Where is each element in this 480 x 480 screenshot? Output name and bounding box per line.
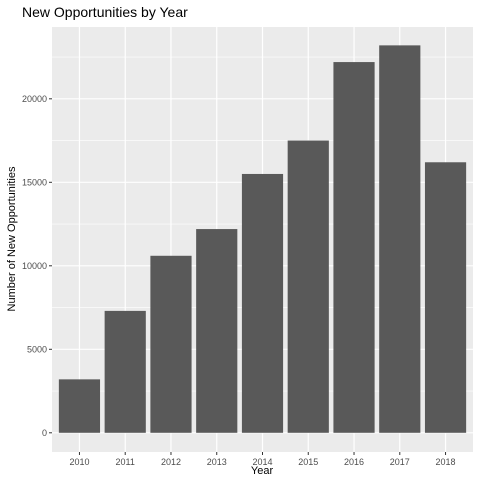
y-tick-label: 0 (42, 428, 47, 438)
x-tick-label: 2016 (344, 457, 364, 467)
bar-2017 (379, 45, 420, 432)
x-tick-label: 2017 (390, 457, 410, 467)
chart-title: New Opportunities by Year (22, 4, 188, 20)
x-tick-label: 2015 (298, 457, 318, 467)
y-tick-label: 20000 (22, 94, 47, 104)
bar-2018 (425, 162, 466, 433)
bar-2011 (105, 311, 146, 433)
bar-2010 (59, 379, 100, 432)
y-tick-label: 15000 (22, 177, 47, 187)
y-tick-label: 5000 (27, 344, 47, 354)
y-tick-label: 10000 (22, 261, 47, 271)
x-tick-label: 2010 (69, 457, 89, 467)
x-tick-label: 2018 (436, 457, 456, 467)
bar-2014 (242, 174, 283, 433)
bar-2015 (288, 141, 329, 433)
x-tick-label: 2013 (207, 457, 227, 467)
x-tick-label: 2011 (116, 457, 135, 467)
bar-2012 (150, 256, 191, 433)
x-axis-title: Year (251, 465, 274, 477)
bar-2016 (333, 62, 374, 433)
y-axis-title: Number of New Opportunities (6, 166, 18, 311)
bar-2013 (196, 229, 237, 433)
x-tick-label: 2012 (161, 457, 181, 467)
y-axis-ticks: 0 5000 10000 15000 20000 (22, 94, 52, 438)
